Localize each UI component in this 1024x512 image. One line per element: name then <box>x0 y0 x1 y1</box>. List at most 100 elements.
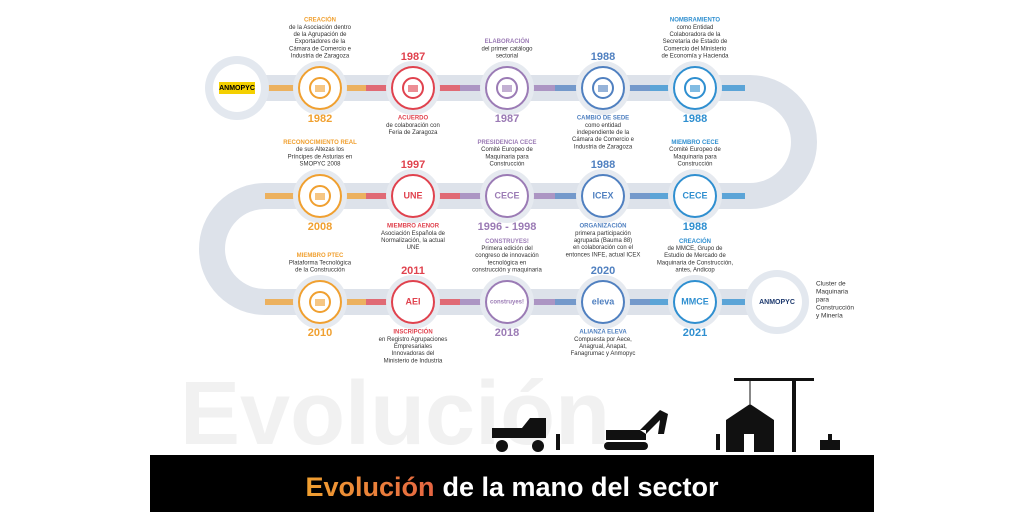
milestone-description: como Entidad <box>677 25 714 31</box>
milestone-description: Estudio de Mercado de <box>664 253 726 259</box>
start-logo-text: ANMOPYC <box>219 85 255 92</box>
node-logo: eleva <box>592 296 616 306</box>
node <box>673 174 717 218</box>
node-icon <box>309 291 331 313</box>
construction-silhouettes <box>492 378 840 452</box>
milestone-description: Primera edición del <box>481 246 532 252</box>
milestone-year: 1996 - 1998 <box>478 221 537 233</box>
milestone-year: 1988 <box>591 159 615 171</box>
milestone-description: de Economía y Hacienda <box>661 54 729 60</box>
milestone-description: Cámara de Comercio e <box>572 137 635 143</box>
milestone-title: CREACIÓN <box>304 16 336 24</box>
node-logo: MMCE <box>681 296 709 306</box>
node-logo: ICEX <box>592 190 613 200</box>
milestone-description: en Registro Agrupaciones <box>379 337 448 343</box>
milestone-description: entonces INFE, actual ICEX <box>566 252 641 258</box>
milestone-description: como entidad <box>585 123 621 129</box>
milestone-description: Construcción <box>677 162 712 168</box>
footer-note-line: Cluster de <box>816 281 846 288</box>
milestone-description: Maquinaria para <box>673 154 717 160</box>
milestone-description: Construcción <box>489 162 524 168</box>
node-icon-detail <box>690 85 700 92</box>
milestone-description: Compuesta por Aece, <box>574 337 632 343</box>
milestone-description: Industria de Zaragoza <box>291 54 350 60</box>
milestone-description: UNE <box>407 245 420 251</box>
milestone-title: MIEMBRO PTEC <box>297 253 344 259</box>
milestone-year: 1987 <box>495 113 519 125</box>
milestone-description: construcción y maquinaria <box>472 268 542 274</box>
node <box>581 174 625 218</box>
milestone-title: CONSTRUYES! <box>485 239 529 245</box>
milestone-description: Empresariales <box>394 344 432 350</box>
milestone-title: INSCRIPCIÓN <box>393 328 432 336</box>
node <box>485 174 529 218</box>
milestone-year: 2010 <box>308 327 332 339</box>
milestone-year: 1988 <box>683 113 707 125</box>
node-icon <box>402 77 424 99</box>
milestone-description: independiente de la <box>577 130 630 136</box>
milestone-year: 1997 <box>401 159 425 171</box>
milestone-title: ELABORACIÓN <box>485 37 530 45</box>
milestone-year: 2020 <box>591 265 615 277</box>
milestone-description: Plataforma Tecnológica <box>289 260 352 266</box>
milestone-description: de colaboración con <box>386 123 440 129</box>
milestone-description: Colaboradora de la <box>669 32 721 38</box>
milestone-description: de la Asociación dentro <box>289 25 352 31</box>
milestone-title: ORGANIZACIÓN <box>580 222 627 230</box>
node-icon <box>309 77 331 99</box>
node-icon <box>592 77 614 99</box>
milestone-description: antes, Andicop <box>675 268 715 274</box>
banner-rest: de la mano del sector <box>442 472 719 502</box>
node-icon <box>309 185 331 207</box>
node <box>391 280 435 324</box>
milestone-description: de sus Altezas los <box>296 147 344 153</box>
end-logo <box>752 277 802 327</box>
milestone-year: 1982 <box>308 113 332 125</box>
milestone-description: Anagrual, Anapat, <box>579 344 627 350</box>
milestone-title: ALIANZA ELEVA <box>579 330 627 336</box>
footer-note-line: y Minería <box>816 313 843 320</box>
banner <box>150 455 874 512</box>
milestone-description: Ministerio de Industria <box>384 358 443 364</box>
milestone-title: ACUERDO <box>398 116 429 122</box>
milestone-description: Maquinaria de Construcción, <box>657 260 734 266</box>
milestone-year: 2018 <box>495 327 519 339</box>
node-icon-detail <box>315 193 325 200</box>
milestone-year: 1988 <box>683 221 707 233</box>
milestone-description: Asociación Española de <box>381 231 446 237</box>
milestone-title: CREACIÓN <box>679 237 711 245</box>
milestone-description: de la Construcción <box>295 268 345 274</box>
milestone-description: congreso de innovación <box>475 253 538 259</box>
node-icon <box>684 77 706 99</box>
milestone-title: RECONOCIMIENTO REAL <box>283 140 357 146</box>
node-icon-detail <box>598 85 608 92</box>
footer-note-line: Construcción <box>816 305 854 312</box>
node-icon-detail <box>315 85 325 92</box>
node <box>581 280 625 324</box>
node-icon <box>496 77 518 99</box>
milestone-description: agrupada (Bauma 88) <box>574 238 632 244</box>
milestone-description: Feria de Zaragoza <box>388 130 438 136</box>
milestone-description: Comité Europeo de <box>481 147 533 153</box>
node-logo: CECE <box>682 190 707 200</box>
node-logo: CECE <box>494 190 519 200</box>
banner-highlight: Evolución <box>305 472 434 502</box>
node <box>673 280 717 324</box>
milestone-description: Maquinaria para <box>485 154 529 160</box>
milestone-description: de la Agrupación de <box>293 32 347 38</box>
start-logo-badge <box>219 82 255 94</box>
milestone-title: NOMBRAMIENTO <box>670 18 721 24</box>
milestone-title: MIEMBRO AENOR <box>387 224 440 230</box>
node-logo: construyes! <box>490 300 524 306</box>
milestone-description: Fanagrumac y Anmopyc <box>571 351 636 357</box>
footer-note-line: Maquinaria <box>816 289 849 296</box>
watermark: Evolución <box>180 364 610 464</box>
milestone-description: Exportadores de la <box>295 39 346 45</box>
milestone-description: Innovadoras del <box>392 351 435 357</box>
milestone-description: Comité Europeo de <box>669 147 721 153</box>
milestone-year: 1988 <box>591 51 615 63</box>
node-icon-detail <box>502 85 512 92</box>
milestone-description: en colaboración con el <box>573 245 633 251</box>
node-icon-detail <box>408 85 418 92</box>
